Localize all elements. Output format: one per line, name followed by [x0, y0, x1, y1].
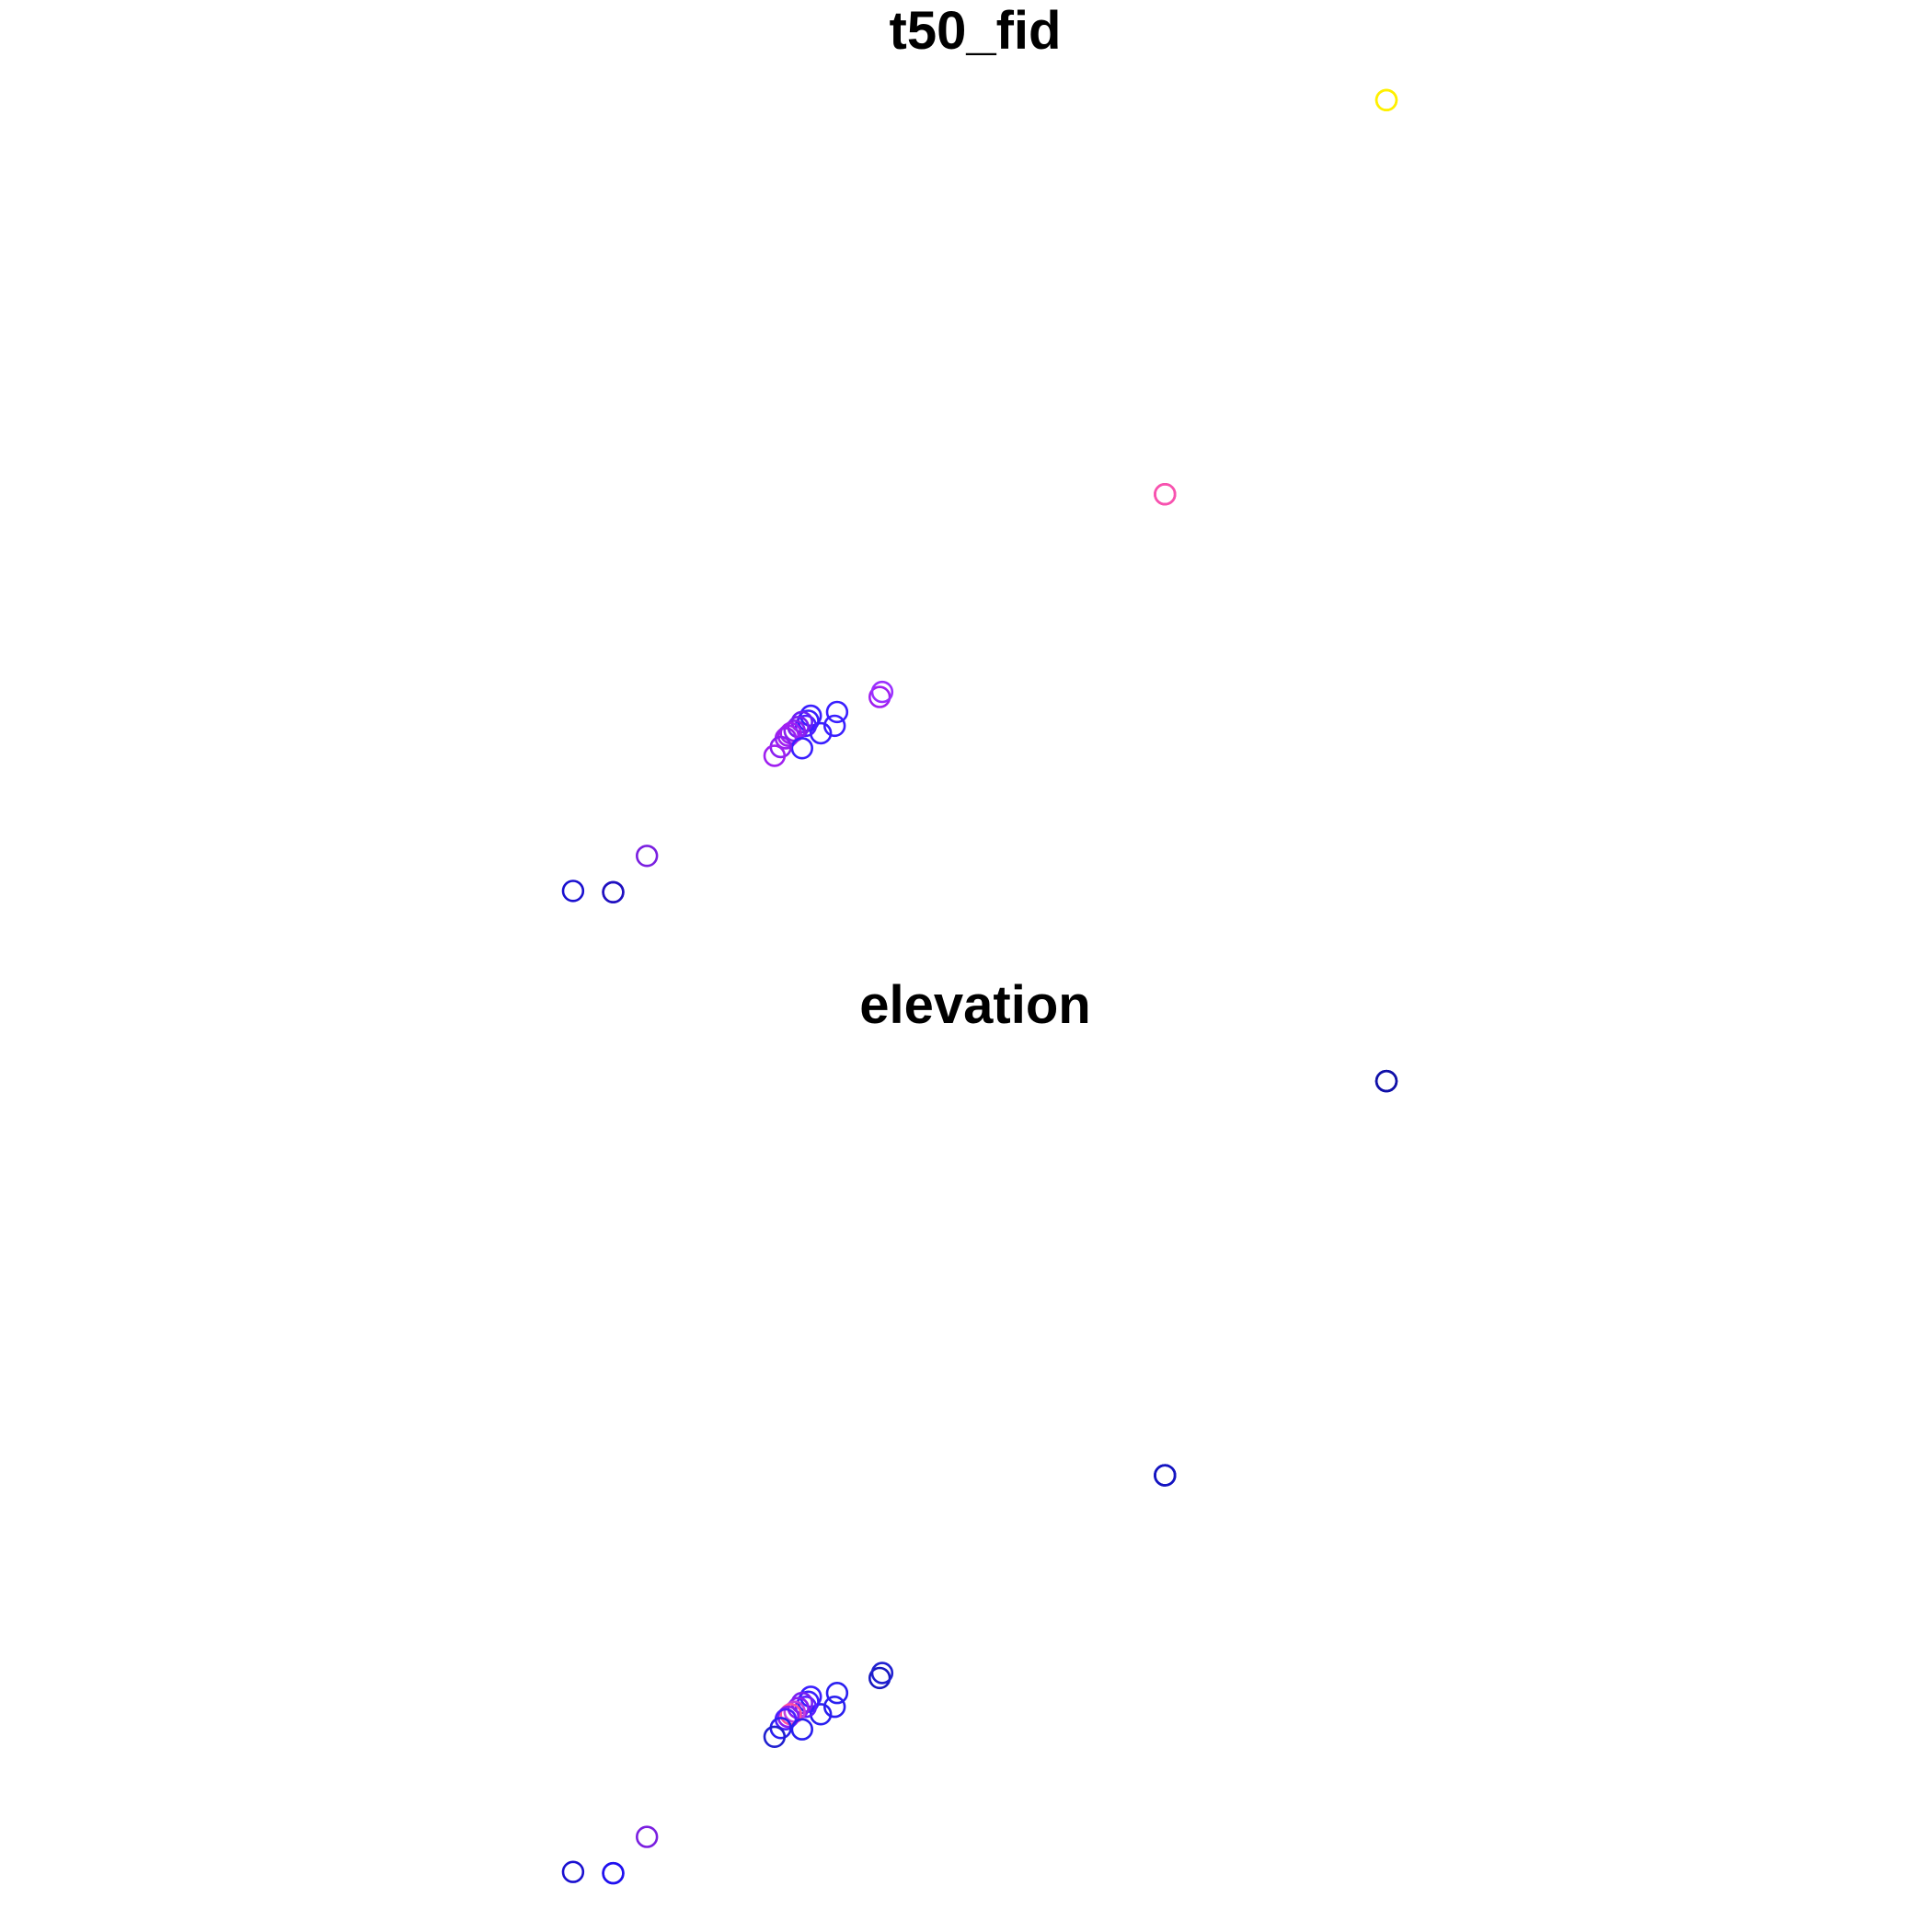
data-point [790, 737, 813, 760]
data-point [776, 1705, 800, 1729]
data-point [561, 880, 585, 903]
data-point [763, 1725, 787, 1749]
data-point [602, 1861, 625, 1885]
data-point [1374, 1069, 1398, 1093]
data-point [776, 724, 800, 747]
data-point [635, 1825, 659, 1848]
data-point [822, 1695, 846, 1719]
points-elevation [561, 1069, 1398, 1885]
data-point [825, 700, 849, 724]
data-point [870, 680, 894, 704]
data-point [763, 744, 787, 767]
data-point [1154, 482, 1177, 506]
data-point [790, 1718, 813, 1741]
data-point [822, 714, 846, 738]
data-point [635, 845, 659, 868]
data-point [1374, 88, 1398, 112]
data-point [825, 1681, 849, 1705]
panel-title-elevation: elevation [859, 975, 1090, 1035]
panel-title-t50-fid: t50_fid [890, 1, 1062, 61]
data-point [1154, 1464, 1177, 1487]
data-point [870, 1662, 894, 1685]
points-t50-fid [561, 88, 1398, 903]
data-point [602, 880, 625, 903]
data-point [561, 1860, 585, 1883]
panel-t50-fid: t50_fid [561, 1, 1398, 903]
panel-elevation: elevation [561, 975, 1398, 1885]
